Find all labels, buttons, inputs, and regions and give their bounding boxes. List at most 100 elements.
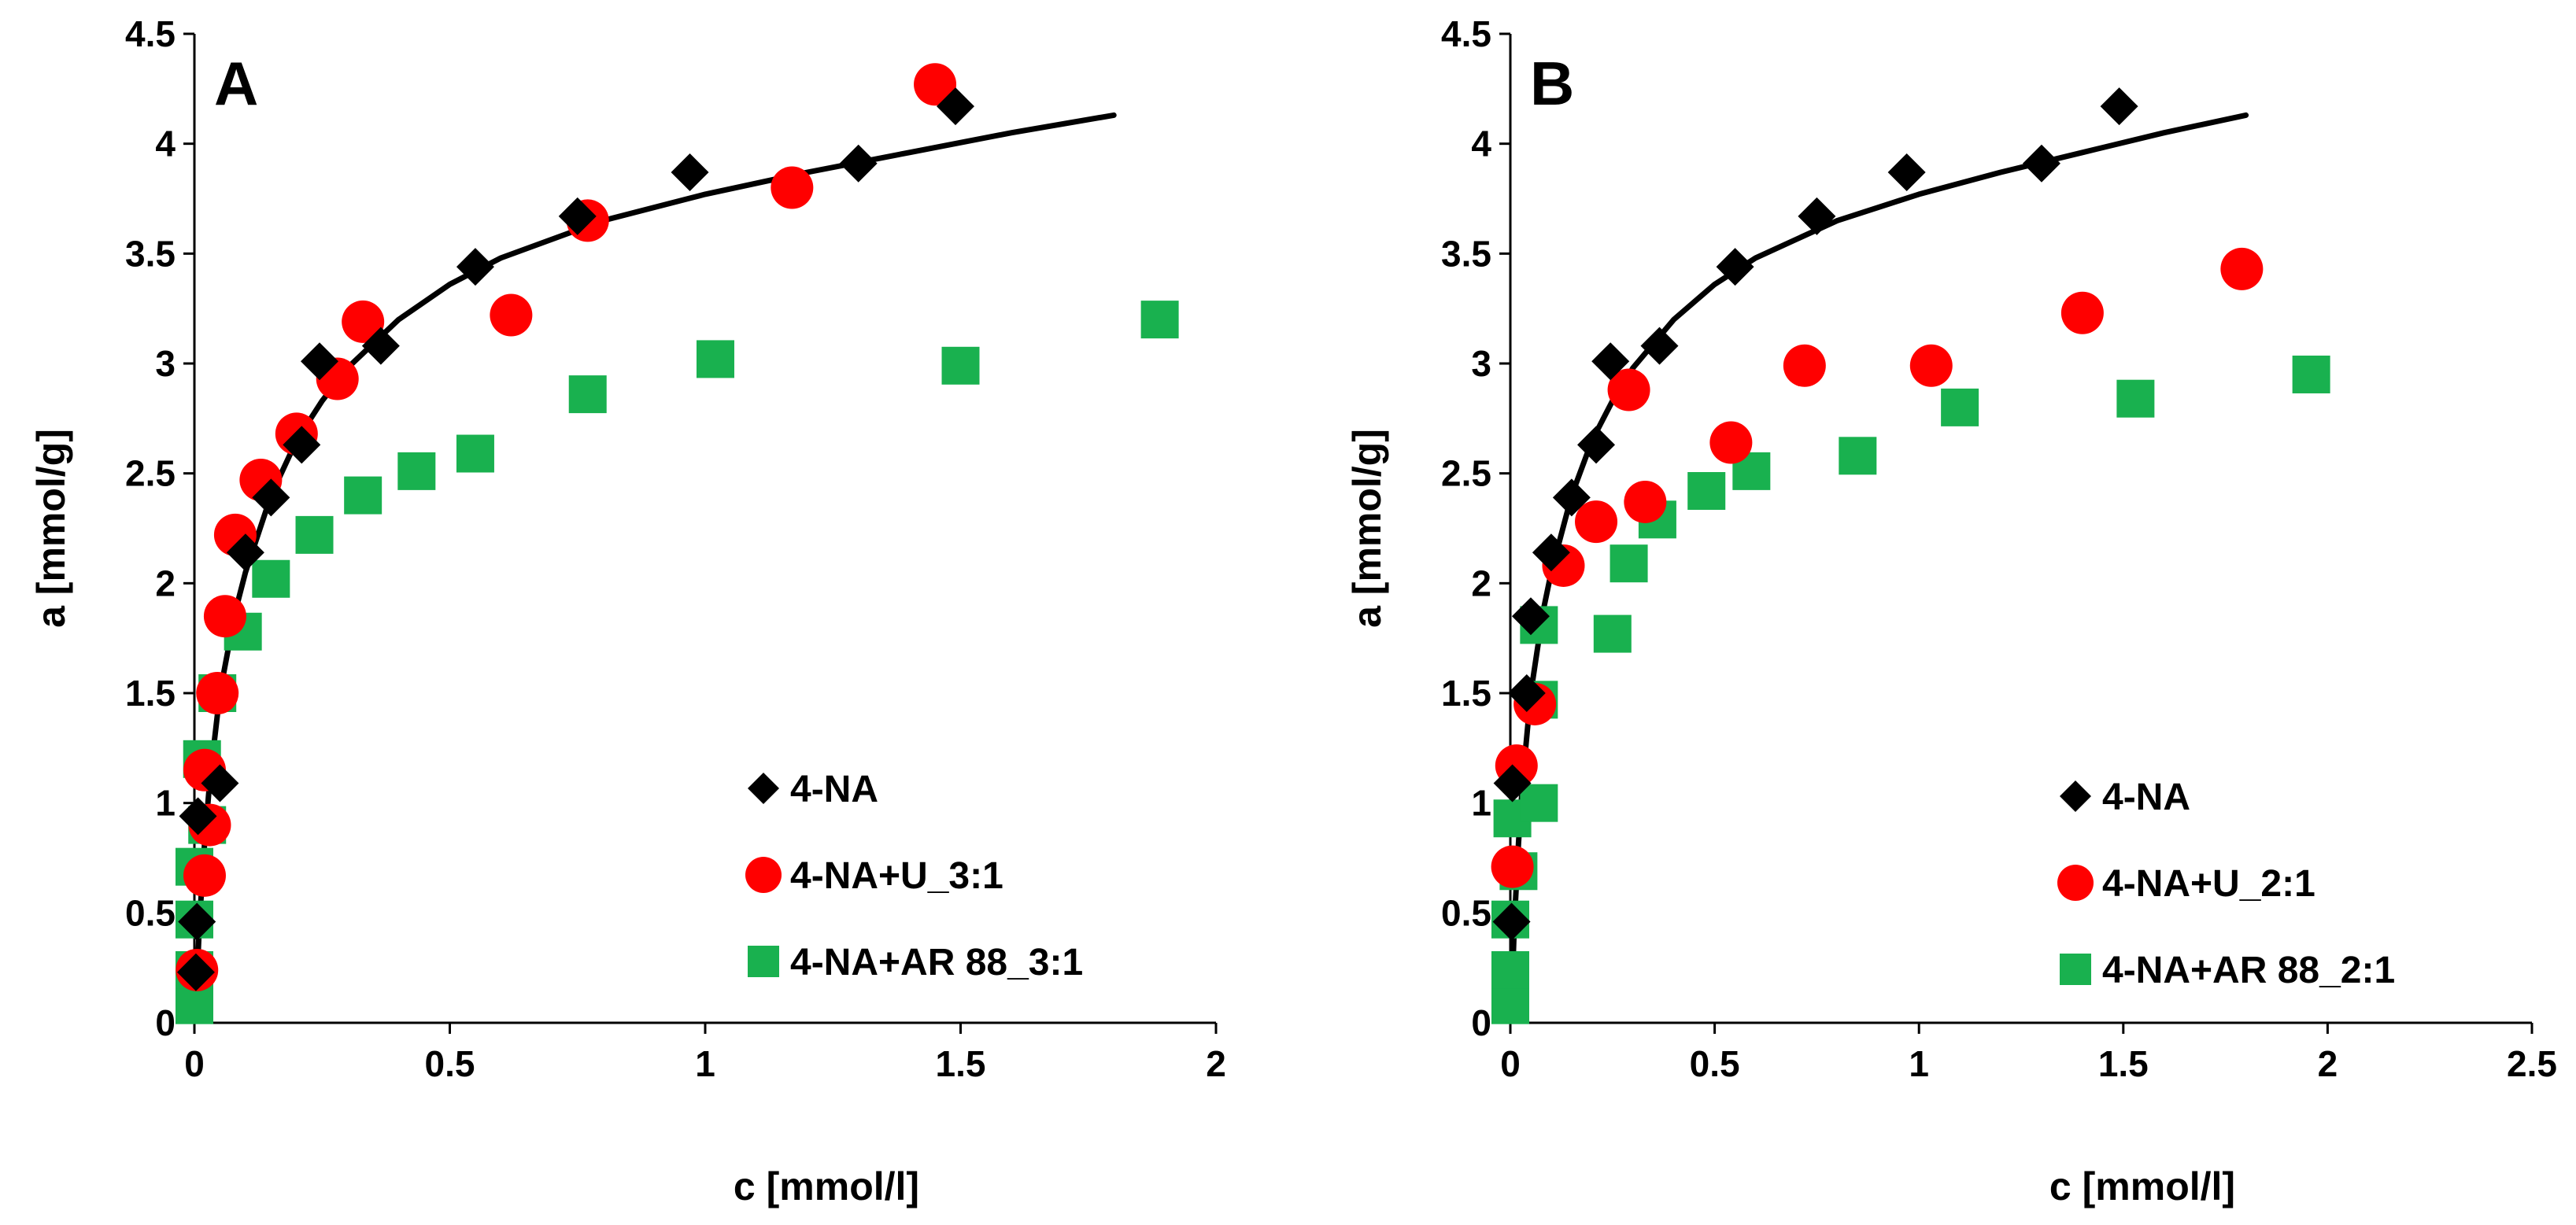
data-point-diamond [226, 533, 264, 572]
data-point-diamond [1798, 197, 1836, 235]
legend-label: 4-NA+AR 88_3:1 [790, 942, 1083, 983]
data-point-diamond [671, 153, 709, 191]
data-point-diamond [1640, 327, 1679, 365]
y-tick-label: 1 [155, 783, 176, 824]
data-point-circle [196, 672, 239, 714]
data-point-diamond [283, 426, 321, 464]
data-point-circle [1624, 480, 1667, 523]
data-point-diamond [201, 764, 239, 803]
legend-marker-diamond [2060, 780, 2091, 812]
data-point-diamond [456, 248, 494, 286]
data-point-diamond [1887, 153, 1926, 191]
legend-label: 4-NA+AR 88_2:1 [2102, 950, 2395, 991]
y-axis-title: a [mmol/g] [1345, 429, 1389, 628]
y-tick-label: 2 [1471, 563, 1491, 603]
legend-marker-circle [745, 857, 782, 893]
data-point-square [176, 986, 213, 1024]
data-point-diamond [839, 144, 878, 183]
x-tick-label: 1.5 [936, 1043, 986, 1084]
x-tick-label: 2.5 [2507, 1043, 2557, 1084]
data-point-diamond [2022, 144, 2060, 183]
data-point-square [1687, 472, 1726, 511]
y-tick-label: 1.5 [1441, 673, 1491, 714]
x-tick-label: 0.5 [425, 1043, 475, 1084]
data-point-square [941, 346, 980, 385]
data-point-square [2116, 379, 2155, 418]
data-point-circle [914, 63, 957, 106]
data-point-circle [490, 293, 533, 337]
data-point-diamond [1577, 426, 1616, 464]
y-axis-title: a [mmol/g] [29, 429, 73, 628]
panel-letter: B [1530, 49, 1574, 118]
x-tick-label: 2 [1206, 1043, 1226, 1084]
series-diamond [1492, 87, 2138, 941]
data-point-diamond [558, 197, 597, 235]
data-point-square [344, 476, 383, 515]
y-tick-label: 1 [1471, 783, 1491, 824]
data-point-diamond [937, 87, 975, 126]
y-tick-label: 4 [1471, 124, 1491, 164]
data-point-diamond [1532, 533, 1570, 572]
data-point-circle [771, 166, 814, 209]
y-tick-label: 0.5 [125, 892, 176, 933]
data-point-square [252, 559, 290, 598]
y-tick-label: 3 [1471, 343, 1491, 384]
y-tick-label: 1.5 [125, 673, 176, 714]
data-point-diamond [301, 342, 339, 381]
x-tick-label: 1.5 [2098, 1043, 2149, 1084]
x-tick-label: 1 [1909, 1043, 1929, 1084]
legend-marker-diamond [748, 773, 779, 804]
data-point-square [1491, 986, 1529, 1024]
data-point-square [397, 452, 436, 490]
data-point-circle [342, 300, 385, 343]
y-tick-label: 0 [155, 1002, 176, 1043]
data-point-circle [183, 854, 226, 897]
x-axis-title: c [mmol/l] [734, 1164, 919, 1208]
x-tick-label: 0 [184, 1043, 205, 1084]
data-point-diamond [1552, 478, 1591, 517]
data-point-square [1941, 388, 1979, 426]
data-point-square [1610, 544, 1648, 583]
x-tick-label: 0 [1500, 1043, 1521, 1084]
data-point-diamond [179, 797, 217, 836]
x-tick-label: 2 [2318, 1043, 2338, 1084]
data-point-square [1140, 301, 1179, 339]
legend-marker-square [2060, 954, 2091, 985]
data-point-square [2292, 355, 2330, 393]
data-point-circle [1607, 368, 1650, 411]
data-point-diamond [1507, 674, 1546, 712]
data-point-square [568, 375, 607, 414]
x-tick-label: 0.5 [1690, 1043, 1740, 1084]
data-point-square [295, 515, 334, 554]
data-point-diamond [178, 902, 216, 941]
chart-panel-a: 0 0.5 1 1.5 2 2.5 3 3.5 4 4.5 0 0.5 1 1.5 2 a [mmol/g] c… [29, 13, 1226, 1208]
data-point-square [1520, 784, 1558, 822]
legend: 4-NA 4-NA+U_3:1 4-NA+AR 88_3:1 [745, 769, 1083, 983]
data-point-diamond [1511, 597, 1550, 636]
data-point-square [696, 340, 734, 378]
data-point-diamond [176, 953, 215, 991]
data-point-circle [2060, 291, 2104, 334]
data-point-circle [1575, 500, 1618, 544]
legend: 4-NA 4-NA+U_2:1 4-NA+AR 88_2:1 [2057, 777, 2395, 991]
y-tick-label: 4.5 [125, 13, 176, 54]
legend-label: 4-NA+U_2:1 [2102, 863, 2315, 905]
series-diamond [176, 87, 975, 991]
x-tick-label: 1 [695, 1043, 715, 1084]
legend-label: 4-NA [2102, 777, 2190, 818]
y-tick-label: 4 [155, 124, 176, 164]
legend-marker-circle [2057, 865, 2094, 901]
chart-panel-b: 0 0.5 1 1.5 2 2.5 3 3.5 4 4.5 0 0.5 1 1.5 2 2.5 a [mmol/… [1345, 13, 2557, 1208]
y-tick-label: 2.5 [125, 453, 176, 494]
y-tick-label: 0 [1471, 1002, 1491, 1043]
data-point-circle [1491, 845, 1534, 888]
y-tick-label: 3 [155, 343, 176, 384]
series-circle [1491, 247, 2264, 888]
y-tick-label: 3.5 [1441, 233, 1491, 274]
data-point-diamond [1716, 248, 1754, 286]
data-point-circle [2220, 247, 2264, 290]
data-point-square [456, 434, 494, 473]
x-axis-title: c [mmol/l] [2049, 1164, 2235, 1208]
